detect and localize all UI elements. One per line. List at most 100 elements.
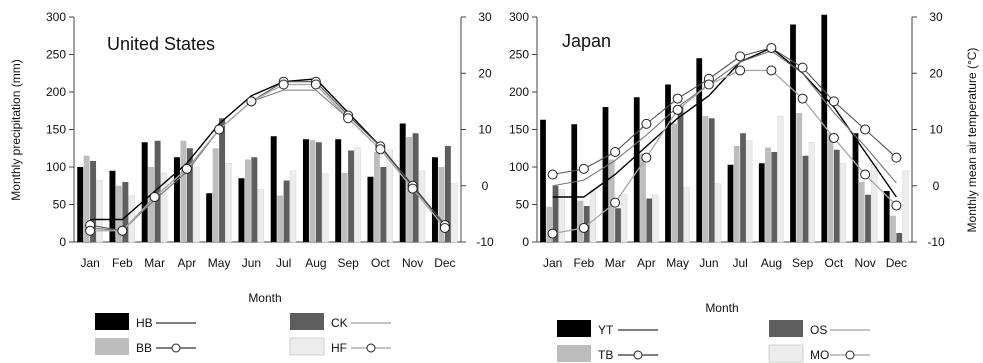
x-tick-label: Mar	[144, 256, 165, 270]
temp-marker-tb	[735, 51, 746, 62]
y2-tick-label: 0	[933, 179, 940, 193]
bar-os	[552, 185, 559, 242]
bar-hf	[160, 172, 168, 243]
bar-hf	[289, 170, 297, 243]
temp-marker-hf	[85, 225, 96, 236]
bar-yt	[727, 164, 734, 242]
bar-tb	[702, 116, 709, 242]
bar-bb	[309, 140, 316, 242]
bar-hb	[302, 139, 309, 242]
legend-label: CK	[331, 316, 348, 330]
bar-yt	[696, 58, 703, 242]
temp-marker-tb	[860, 124, 871, 135]
bar-hb	[270, 136, 277, 242]
legend-swatch	[289, 337, 325, 356]
bar-ck	[90, 161, 97, 242]
bar-hb	[335, 139, 342, 242]
bar-os	[802, 155, 809, 242]
bar-tb	[577, 200, 584, 242]
legend-label: YT	[598, 323, 614, 337]
x-tick-label: Jul	[732, 256, 747, 270]
x-tick-label: Jul	[276, 256, 291, 270]
temp-marker-hf	[117, 225, 128, 236]
y2-tick-label: 20	[478, 66, 492, 80]
legend-item-ck: CK	[290, 313, 391, 330]
x-tick-label: Feb	[112, 256, 133, 270]
legend-item-yt: YT	[557, 320, 658, 337]
bar-mo	[652, 194, 659, 243]
bar-mo	[558, 189, 565, 243]
bar-yt	[633, 97, 640, 242]
bar-hb	[367, 176, 374, 242]
temp-marker-tb	[641, 118, 652, 129]
bar-os	[708, 118, 715, 242]
bar-os	[833, 149, 840, 242]
legend-united-states: HB CK BB HF	[95, 313, 391, 356]
temp-marker-mo	[891, 200, 902, 211]
bar-os	[865, 194, 871, 242]
temp-line-tb	[552, 47, 897, 176]
legend-label: MO	[810, 348, 829, 362]
temp-marker-mo	[672, 104, 683, 115]
x-tick-label: Aug	[761, 256, 782, 270]
bar-mo	[683, 187, 690, 243]
bar-mo	[902, 170, 909, 243]
temp-marker-hf	[278, 79, 289, 90]
y-tick-label: 200	[509, 85, 529, 99]
bar-hf	[451, 183, 458, 243]
bar-yt	[602, 107, 609, 242]
temp-line-yt	[552, 47, 897, 198]
temp-marker-mo	[547, 228, 558, 239]
x-tick-label: Jan	[80, 256, 99, 270]
temp-marker-hf	[310, 79, 321, 90]
x-tick-label: Dec	[434, 256, 455, 270]
y-tick-label: 100	[509, 160, 529, 174]
bar-yt	[540, 119, 546, 242]
bar-hf	[225, 163, 232, 243]
y2-tick-label: 30	[478, 10, 492, 24]
bar-yt	[883, 191, 890, 242]
bar-mo	[777, 115, 784, 243]
y-tick-label: 0	[522, 235, 529, 249]
legend-swatch	[95, 313, 129, 330]
bar-tb	[765, 147, 771, 242]
legend-item-os: OS	[769, 320, 870, 337]
x-tick-label: Mar	[605, 256, 626, 270]
y2-tick-label: 0	[482, 179, 489, 193]
bar-os	[771, 152, 778, 242]
y-tick-label: 50	[53, 198, 67, 212]
bar-mo	[839, 163, 847, 243]
temp-marker-hf	[214, 124, 225, 135]
bar-hb	[77, 167, 84, 242]
x-tick-label: May	[208, 256, 231, 270]
x-tick-label: Nov	[402, 256, 423, 270]
bar-os	[677, 105, 684, 242]
y2-tick-label: 20	[929, 66, 943, 80]
bar-yt	[758, 163, 765, 242]
temp-marker-hf	[375, 144, 386, 155]
temp-line-os	[552, 50, 897, 187]
bar-os	[646, 198, 653, 242]
bar-bb	[277, 195, 284, 242]
bar-yt	[571, 124, 578, 242]
legend-item-mo: MO	[768, 344, 870, 363]
temp-marker-tb	[797, 62, 808, 73]
temp-marker-hf	[181, 163, 192, 174]
temp-marker-mo	[703, 79, 714, 90]
bar-hb	[238, 178, 245, 242]
legend-marker	[366, 343, 376, 353]
legend-marker	[171, 343, 181, 353]
bar-tb	[796, 113, 803, 242]
bar-tb	[671, 123, 678, 242]
bar-hf	[257, 189, 265, 243]
bar-tb	[858, 182, 865, 242]
y2-tick-label: 10	[929, 123, 943, 137]
temp-marker-mo	[828, 132, 839, 143]
x-tick-label: Dec	[886, 256, 907, 270]
legend-label: HB	[136, 316, 153, 330]
bar-mo	[714, 183, 722, 243]
bar-tb	[733, 146, 740, 242]
bar-yt	[852, 133, 859, 242]
temp-line-mo	[552, 69, 897, 235]
bar-hb	[206, 193, 213, 242]
